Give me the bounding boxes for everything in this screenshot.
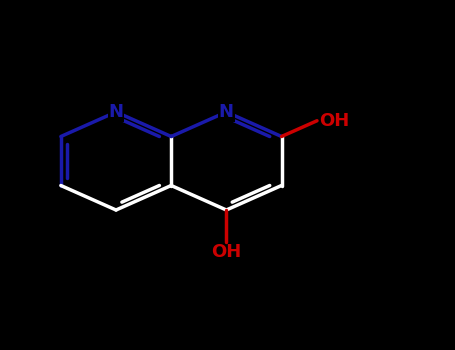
Text: OH: OH	[211, 243, 242, 261]
Text: N: N	[109, 103, 123, 121]
Text: OH: OH	[319, 112, 349, 130]
Text: N: N	[219, 103, 234, 121]
